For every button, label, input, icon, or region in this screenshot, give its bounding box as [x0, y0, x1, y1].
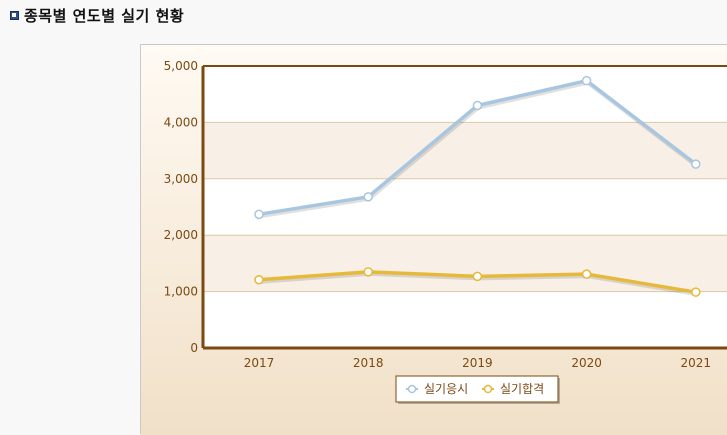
chart-frame: 0 1,000 2,000 3,000 4,000 5,000 2017 2018 2019 2… — [140, 44, 727, 435]
x-tick-label: 2017 — [244, 356, 275, 370]
x-tick-label: 2019 — [462, 356, 493, 370]
data-point — [363, 267, 373, 277]
y-tick-label: 0 — [190, 341, 198, 355]
data-point — [581, 269, 592, 279]
data-point — [472, 271, 483, 282]
legend-swatch-marker — [483, 384, 493, 394]
page-title: 종목별 연도별 실기 현황 — [24, 6, 185, 25]
title-bar: 종목별 연도별 실기 현황 — [10, 4, 184, 26]
line-chart: 0 1,000 2,000 3,000 4,000 5,000 2017 2018 2019 2… — [141, 45, 727, 435]
data-point — [691, 287, 701, 297]
plot-area — [203, 66, 727, 348]
legend-label: 실기응시 — [424, 382, 468, 396]
y-tick-label: 1,000 — [164, 285, 198, 299]
data-point — [254, 275, 264, 285]
data-point — [472, 100, 483, 111]
legend-box — [395, 375, 559, 403]
y-tick-label: 4,000 — [164, 115, 198, 129]
data-point — [581, 75, 592, 86]
data-point — [363, 192, 373, 202]
y-tick-label: 2,000 — [164, 228, 198, 242]
data-point — [691, 159, 701, 169]
x-tick-label: 2021 — [681, 356, 712, 370]
legend-label: 실기합격 — [500, 382, 544, 396]
data-point — [254, 209, 264, 220]
legend-swatch-marker — [407, 384, 417, 394]
bullet-icon — [10, 10, 19, 20]
x-tick-label: 2020 — [571, 356, 602, 370]
y-tick-label: 5,000 — [164, 59, 198, 73]
x-tick-label: 2018 — [353, 356, 384, 370]
plot-band — [203, 122, 727, 179]
y-tick-label: 3,000 — [164, 172, 198, 186]
